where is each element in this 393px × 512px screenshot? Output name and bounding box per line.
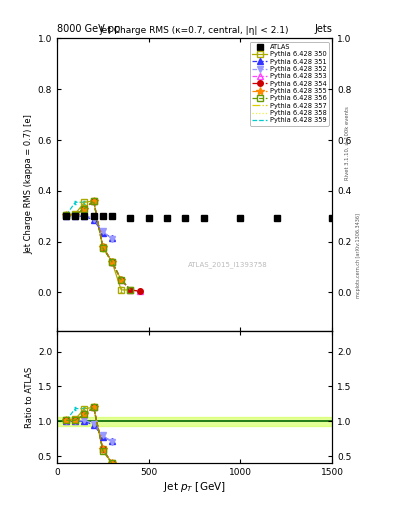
Text: Rivet 3.1.10, ≥ 100k events: Rivet 3.1.10, ≥ 100k events bbox=[345, 106, 350, 180]
Text: mcplots.cern.ch [arXiv:1306.3436]: mcplots.cern.ch [arXiv:1306.3436] bbox=[356, 214, 361, 298]
Text: 8000 GeV pp: 8000 GeV pp bbox=[57, 24, 120, 34]
Y-axis label: Jet Charge RMS (kappa = 0.7) [e]: Jet Charge RMS (kappa = 0.7) [e] bbox=[25, 115, 33, 254]
Y-axis label: Ratio to ATLAS: Ratio to ATLAS bbox=[25, 366, 33, 428]
Text: ATLAS_2015_I1393758: ATLAS_2015_I1393758 bbox=[188, 261, 267, 268]
Text: Jet Charge RMS (κ=0.7, central, |η| < 2.1): Jet Charge RMS (κ=0.7, central, |η| < 2.… bbox=[100, 27, 289, 35]
Text: Jets: Jets bbox=[314, 24, 332, 34]
X-axis label: Jet $p_T$ [GeV]: Jet $p_T$ [GeV] bbox=[163, 480, 226, 494]
Legend: ATLAS, Pythia 6.428 350, Pythia 6.428 351, Pythia 6.428 352, Pythia 6.428 353, P: ATLAS, Pythia 6.428 350, Pythia 6.428 35… bbox=[250, 42, 329, 126]
Bar bbox=[57, 417, 332, 426]
